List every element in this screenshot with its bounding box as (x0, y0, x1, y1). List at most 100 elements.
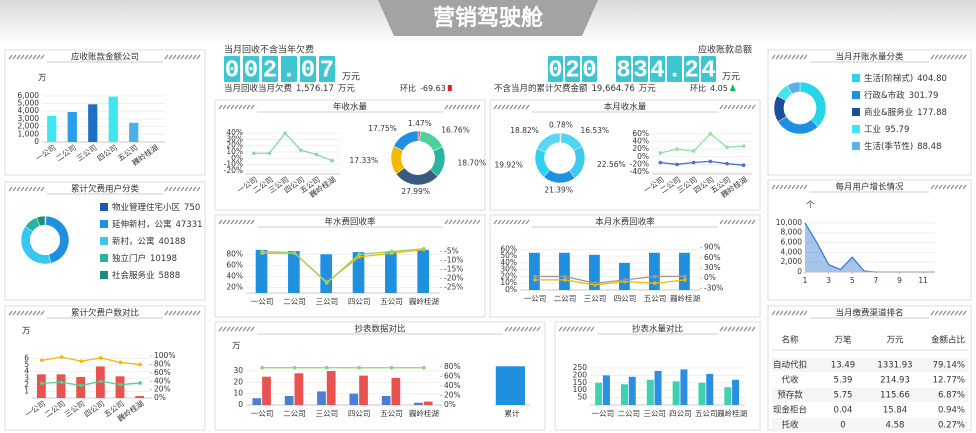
legend-label: 物业管理住宅小区 (112, 202, 181, 213)
title-deco (222, 104, 227, 110)
title-deco (962, 184, 967, 190)
bar (646, 379, 654, 405)
title-deco (787, 310, 792, 316)
title-deco (803, 184, 808, 190)
y2-tick-label: 100% (154, 351, 175, 360)
title-deco (743, 219, 748, 225)
legend-value: 40188 (159, 237, 186, 247)
title-deco (954, 184, 959, 190)
table-cell: 0.94% (938, 406, 965, 416)
title-deco (719, 326, 724, 332)
title-deco (739, 104, 744, 110)
y2-tick-label: -20% (444, 274, 463, 283)
title-deco (743, 104, 748, 110)
kpi-unit: 万元 (342, 73, 360, 83)
slice-label: 19.92% (494, 161, 523, 170)
slice-label: 18.70% (457, 158, 486, 167)
point (653, 281, 657, 286)
y-tick-label: -20% (224, 166, 243, 175)
title-deco (751, 326, 756, 332)
unit-label: 万 (38, 74, 47, 84)
title-deco (731, 326, 736, 332)
x-tick-label: 五公司 (380, 297, 403, 306)
kpi-unit: 万元 (722, 73, 740, 83)
digit-box (281, 56, 297, 82)
point (691, 149, 696, 153)
title-deco (172, 186, 177, 192)
table-cell: 15.84 (883, 406, 907, 416)
point (533, 278, 537, 282)
y2-tick-label: 80% (444, 362, 461, 371)
title-deco (164, 186, 169, 192)
title-deco (222, 326, 227, 332)
title-deco (188, 186, 193, 192)
kpi-change: 环比 -69.63 (400, 83, 446, 93)
digit-box (565, 56, 580, 82)
point (533, 274, 537, 279)
point (118, 382, 123, 387)
y2-tick-label: 30% (704, 263, 721, 272)
title-deco (751, 219, 756, 225)
donut-slice (36, 215, 46, 227)
title-deco (723, 104, 728, 110)
y-tick-label: 2 (24, 380, 29, 389)
title-deco (731, 104, 736, 110)
title-deco (723, 219, 728, 225)
y-tick-label: 40% (632, 136, 649, 145)
kpi-change-value: -69.63 (420, 84, 446, 93)
table-header: 万元 (886, 336, 904, 346)
bar (129, 122, 139, 142)
title-deco (771, 54, 776, 60)
bar (679, 252, 690, 290)
panel-title: 本月收水量 (604, 102, 647, 113)
x-tick-label: 3 (826, 276, 831, 285)
title-deco (238, 104, 243, 110)
title-deco (508, 326, 513, 332)
x-tick-label: 三公司 (584, 294, 607, 303)
title-deco (727, 219, 732, 225)
donut-slice (536, 132, 561, 153)
panel (214, 321, 546, 431)
legend-swatch (100, 254, 108, 262)
title-deco (501, 104, 506, 110)
title-deco (962, 54, 967, 60)
title-deco (36, 54, 41, 60)
y-tick-label: 8,000 (781, 228, 803, 237)
title-deco (452, 104, 457, 110)
legend-entry: 生活(季节性) 88.48 (864, 141, 941, 152)
x-tick-label: 巍岭桂湖 (409, 296, 439, 306)
digit-box (633, 56, 648, 82)
title-deco (28, 54, 33, 60)
legend-swatch (100, 237, 108, 245)
title-deco (168, 186, 173, 192)
point (59, 380, 64, 384)
title-deco (184, 186, 189, 192)
y-tick-label: 6,000 (781, 238, 803, 247)
title-deco (735, 219, 740, 225)
digit-box (548, 56, 563, 82)
line (660, 132, 744, 154)
title-deco (962, 310, 967, 316)
y-tick-label: 60% (500, 244, 517, 253)
bar (602, 375, 610, 405)
y-tick-label: 80% (226, 249, 243, 258)
point (725, 161, 729, 166)
bar (619, 262, 630, 290)
y-tick-label: 5 (24, 360, 29, 369)
table-cell: 代收 (781, 375, 799, 386)
title-deco (938, 54, 943, 60)
legend-swatch (852, 91, 860, 99)
y-tick-label: 0% (231, 153, 243, 162)
table-cell: 预存款 (777, 390, 803, 401)
title-deco (795, 310, 800, 316)
title-deco (20, 310, 25, 316)
bar (359, 375, 368, 405)
unit-label: 万 (232, 342, 241, 352)
y-tick-label: 10,000 (776, 218, 802, 227)
y2-tick-label: 40% (444, 381, 461, 390)
title-deco (747, 326, 752, 332)
title-deco (176, 186, 181, 192)
title-deco (192, 186, 197, 192)
point (325, 281, 329, 285)
y-tick-label: 2,000 (781, 257, 803, 266)
